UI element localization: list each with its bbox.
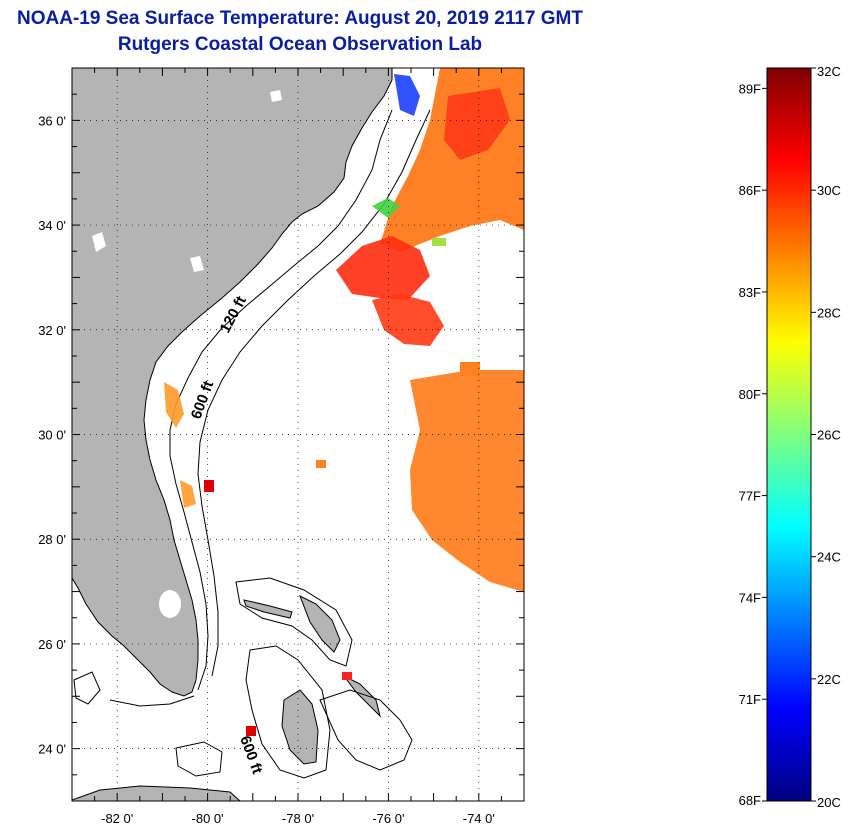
celsius-label: 24C — [817, 550, 841, 565]
lake-blob-1 — [92, 232, 106, 252]
lat-tick-label: 34 0' — [38, 218, 66, 233]
land-mainland — [72, 68, 393, 697]
contour-120ft — [169, 109, 393, 691]
lake-blob-2 — [190, 256, 204, 272]
map-subtitle: Rutgers Coastal Ocean Observation Lab — [117, 34, 483, 55]
sst-spot-3 — [342, 672, 352, 680]
fahrenheit-label: 74F — [739, 590, 761, 605]
lon-tick-label: -74 0' — [463, 811, 495, 826]
sst-data-layer — [164, 68, 524, 736]
celsius-label: 32C — [817, 64, 841, 79]
celsius-label: 30C — [817, 183, 841, 198]
temperature-colorbar — [766, 67, 812, 802]
contour-bahamas-outer — [235, 577, 353, 667]
fahrenheit-label: 86F — [739, 183, 761, 198]
fahrenheit-label: 68F — [739, 793, 761, 808]
lon-tick-label: -80 0' — [192, 811, 224, 826]
pamlico-sound — [356, 136, 372, 176]
land-layer — [72, 68, 393, 801]
contour-cay-sal — [175, 741, 223, 777]
lat-tick-label: 32 0' — [38, 323, 66, 338]
bahamas-andros — [281, 689, 319, 765]
map-axis-labels: -82 0' -80 0' -78 0' -76 0' -74 0' 36 0' 34 0'… — [38, 113, 495, 826]
celsius-label: 28C — [817, 305, 841, 320]
sst-coastal-green — [372, 198, 400, 218]
lat-tick-label: 36 0' — [38, 113, 66, 128]
bahamas-grand — [243, 599, 293, 619]
sst-spot-6 — [316, 460, 326, 468]
contour-bahamas-east — [319, 689, 413, 771]
lon-tick-label: -76 0' — [372, 811, 404, 826]
contour-bahamas-inner — [245, 645, 331, 779]
sst-spot-5 — [460, 362, 480, 376]
fahrenheit-label: 80F — [739, 387, 761, 402]
florida-keys — [109, 695, 195, 707]
lat-tick-label: 26 0' — [38, 637, 66, 652]
fahrenheit-scale: 89F 86F 83F 80F 77F 74F 71F 68F — [739, 81, 767, 808]
contour-keys-shelf — [73, 671, 101, 705]
bahamas-abaco — [299, 594, 341, 653]
fahrenheit-label: 83F — [739, 285, 761, 300]
sst-spot-1 — [204, 480, 214, 492]
sst-warm-core — [444, 88, 510, 160]
celsius-label: 26C — [817, 428, 841, 443]
celsius-scale: 32C 30C 28C 26C 24C 22C 20C — [811, 64, 841, 810]
sst-offshore-mid — [336, 236, 430, 300]
fahrenheit-label: 71F — [739, 692, 761, 707]
celsius-label: 22C — [817, 672, 841, 687]
lake-okeechobee — [159, 590, 181, 618]
sst-east-field — [410, 370, 524, 592]
sst-spot-2 — [246, 726, 256, 736]
sst-coastal-blue — [394, 74, 420, 116]
map-gridlines — [72, 68, 524, 801]
map-ticks — [71, 67, 525, 802]
sst-patch-south — [372, 294, 444, 346]
sst-ga-coast — [164, 382, 184, 428]
lake-blob-3 — [270, 90, 282, 102]
lat-tick-label: 24 0' — [38, 742, 66, 757]
cuba — [72, 785, 241, 801]
fahrenheit-label: 89F — [739, 81, 761, 96]
sst-fl-coast — [180, 480, 196, 508]
sst-spot-4 — [432, 238, 446, 246]
lon-tick-label: -78 0' — [282, 811, 314, 826]
fahrenheit-label: 77F — [739, 489, 761, 504]
lat-tick-label: 28 0' — [38, 532, 66, 547]
map-title: NOAA-19 Sea Surface Temperature: August … — [17, 8, 583, 29]
lon-tick-label: -82 0' — [101, 811, 133, 826]
lat-tick-label: 30 0' — [38, 428, 66, 443]
celsius-label: 20C — [817, 795, 841, 810]
